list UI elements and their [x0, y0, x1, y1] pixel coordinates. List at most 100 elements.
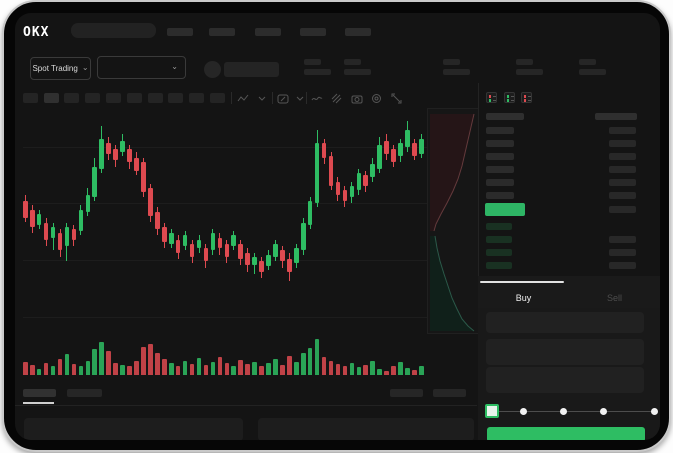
interval-button[interactable]: [189, 93, 204, 103]
volume-bar: [287, 356, 292, 375]
search-input[interactable]: [71, 23, 156, 38]
bid-price-skeleton[interactable]: [486, 236, 512, 243]
candle-body: [99, 138, 105, 169]
ask-price-skeleton[interactable]: [486, 140, 514, 147]
candle-body: [196, 239, 202, 249]
chevron-down-icon[interactable]: [256, 92, 269, 105]
nav-skeleton-item[interactable]: [300, 28, 326, 36]
bottom-tab-active[interactable]: [23, 389, 56, 397]
volume-bar: [85, 361, 91, 375]
divider: [15, 405, 477, 406]
interval-button[interactable]: [210, 93, 225, 103]
display-mode-asks-only-icon[interactable]: [521, 92, 532, 103]
amount-slider-track[interactable]: [491, 411, 657, 412]
volume-bar: [391, 366, 396, 375]
interval-button[interactable]: [44, 93, 59, 103]
bottom-tab[interactable]: [67, 389, 102, 397]
ask-price-skeleton[interactable]: [486, 179, 514, 186]
volume-bar: [224, 363, 230, 375]
interval-button[interactable]: [85, 93, 100, 103]
ask-amount-skeleton: [609, 153, 636, 160]
display-mode-bids-only-icon[interactable]: [504, 92, 515, 103]
gridline: [23, 317, 477, 318]
candle-style-icon[interactable]: [236, 92, 249, 105]
volume-bar: [370, 361, 375, 375]
ask-price-skeleton[interactable]: [486, 192, 514, 199]
volume-bar: [175, 366, 181, 375]
buy-submit-button[interactable]: [487, 427, 645, 440]
ask-price-skeleton[interactable]: [486, 127, 514, 134]
indicators-icon[interactable]: [276, 92, 289, 105]
volume-bar: [92, 349, 98, 375]
slider-stop-dot[interactable]: [560, 408, 567, 415]
volume-bar: [210, 362, 216, 375]
nav-skeleton-item[interactable]: [167, 28, 193, 36]
nav-skeleton-item[interactable]: [345, 28, 371, 36]
interval-button[interactable]: [106, 93, 121, 103]
candle-body: [29, 209, 35, 227]
bid-price-skeleton[interactable]: [486, 249, 512, 256]
ask-price-skeleton[interactable]: [486, 153, 514, 160]
volume-bar: [231, 366, 237, 375]
mode-line: [493, 96, 496, 97]
slider-stop-dot[interactable]: [600, 408, 607, 415]
divider: [231, 92, 232, 104]
chevron-down-icon: ⌄: [81, 62, 89, 72]
camera-icon[interactable]: [350, 92, 363, 105]
interval-button[interactable]: [168, 93, 183, 103]
market-type-dropdown[interactable]: Spot Trading ⌄: [30, 57, 91, 80]
amount-field[interactable]: [486, 339, 644, 365]
candlestick-chart[interactable]: [23, 115, 426, 330]
interval-button[interactable]: [64, 93, 79, 103]
bid-amount-skeleton: [609, 262, 636, 269]
tab-buy[interactable]: Buy: [515, 293, 532, 303]
candle-body: [398, 142, 403, 156]
slider-stop-dot[interactable]: [651, 408, 658, 415]
interval-button[interactable]: [23, 93, 38, 103]
mode-bar-top: [507, 95, 509, 98]
amount-slider-handle[interactable]: [485, 404, 499, 418]
active-tab-underline: [23, 402, 54, 404]
bid-price-skeleton[interactable]: [486, 223, 512, 230]
price-field[interactable]: [486, 312, 644, 333]
ask-price-skeleton[interactable]: [486, 166, 514, 173]
last-price-highlight[interactable]: [485, 203, 525, 216]
display-mode-combined-book-icon[interactable]: [486, 92, 497, 103]
mode-line: [528, 100, 531, 101]
ask-amount-skeleton: [609, 127, 636, 134]
nav-skeleton-item[interactable]: [209, 28, 235, 36]
tab-sell[interactable]: Sell: [606, 293, 622, 303]
pair-selector-dropdown[interactable]: ⌄: [97, 56, 186, 79]
mode-line: [528, 96, 531, 97]
candle-body: [238, 244, 243, 260]
interval-button[interactable]: [127, 93, 142, 103]
draw-tool-icon[interactable]: [330, 92, 343, 105]
expand-icon[interactable]: [390, 92, 403, 105]
nav-skeleton-item[interactable]: [255, 28, 281, 36]
bottom-action-button[interactable]: [433, 389, 466, 397]
chevron-down-icon[interactable]: [294, 92, 307, 105]
candle-body: [106, 142, 111, 154]
candle-body: [419, 138, 424, 154]
candle-body: [189, 244, 195, 257]
volume-bar: [57, 359, 63, 375]
orderbook-panel: [478, 83, 660, 440]
gridline: [23, 203, 477, 204]
interval-button[interactable]: [148, 93, 163, 103]
volume-bar: [127, 366, 132, 375]
mode-bar-bottom: [507, 99, 509, 102]
okx-logo[interactable]: OKX: [23, 25, 50, 40]
bid-price-skeleton[interactable]: [486, 262, 512, 269]
volume-bar: [252, 362, 257, 375]
candle-body: [252, 256, 257, 266]
volume-bar: [419, 366, 424, 375]
settings-icon[interactable]: [370, 92, 383, 105]
line-type-icon[interactable]: [310, 92, 323, 105]
volume-bar: [78, 366, 84, 375]
candle-body: [43, 222, 49, 240]
bottom-action-button[interactable]: [390, 389, 423, 397]
candle-body: [36, 213, 42, 225]
total-field[interactable]: [486, 367, 644, 393]
slider-stop-dot[interactable]: [520, 408, 527, 415]
volume-bar: [99, 342, 105, 375]
